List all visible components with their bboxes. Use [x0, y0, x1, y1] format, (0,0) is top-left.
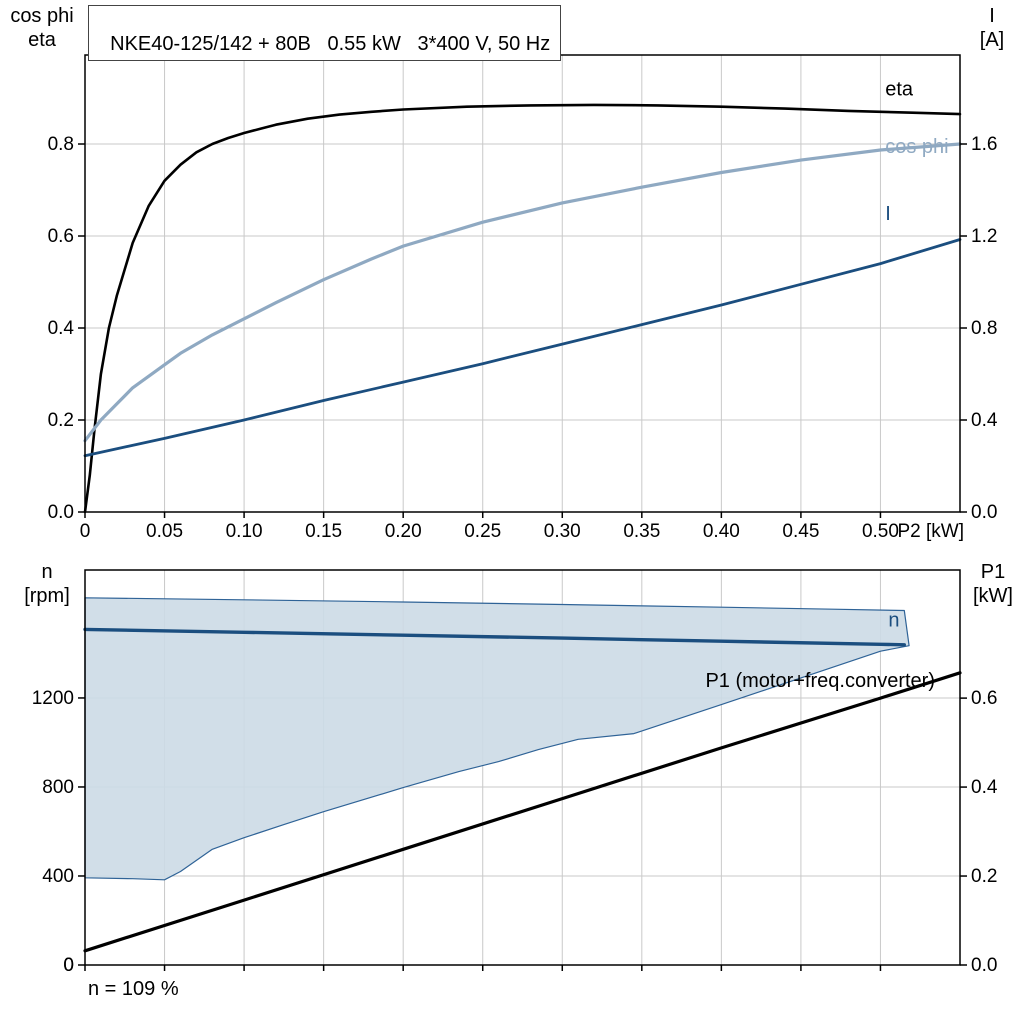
x-tick-label: 0 [80, 521, 91, 542]
top-right-axis-line2: [A] [979, 29, 1005, 51]
chart-title-box: NKE40-125/142 + 80B 0.55 kW 3*400 V, 50 … [88, 5, 562, 61]
right-tick-label: 0.0 [971, 955, 997, 976]
left-tick-label: 0.0 [48, 502, 74, 523]
right-tick-label: 0.0 [971, 502, 997, 523]
plot-frame [84, 54, 961, 513]
p1-curve [83, 671, 962, 953]
right-tick-label: 1.6 [971, 134, 997, 155]
x-tick-label: 0.50 [862, 521, 899, 542]
top-right-axis-line1: I [989, 5, 995, 27]
left-tick-label: 1200 [32, 688, 74, 709]
left-tick-label: 0.8 [48, 134, 74, 155]
right-tick-label: 0.4 [971, 777, 998, 798]
chart-title: NKE40-125/142 + 80B 0.55 kW 3*400 V, 50 … [110, 33, 551, 55]
x-tick-label: 0.25 [464, 521, 501, 542]
bottom-left-axis-title: n [rpm] [14, 560, 80, 608]
left-tick-label: 0 [63, 955, 74, 976]
left-tick-label: 0.4 [48, 318, 75, 339]
x-tick-label: 0.40 [703, 521, 740, 542]
p1-label: P1 (motor+freq.converter) [705, 670, 935, 692]
bottom-left-axis-line2: [rpm] [24, 585, 70, 607]
left-tick-label: 400 [42, 866, 74, 887]
x-tick-label: 0.10 [226, 521, 263, 542]
x-tick-label: 0.45 [782, 521, 819, 542]
x-axis-label: P2 [kW] [897, 521, 964, 542]
right-tick-label: 0.2 [971, 866, 997, 887]
x-tick-label: 0.15 [305, 521, 342, 542]
bottom-right-axis-line2: [kW] [973, 585, 1013, 607]
speed-percent-note: n = 109 % [88, 978, 179, 1000]
x-tick-label: 0.20 [385, 521, 422, 542]
top-right-axis-title: I [A] [966, 4, 1018, 52]
current-label: I [885, 203, 891, 225]
left-tick-label: 0.2 [48, 410, 74, 431]
motor-chart: 0 0.05 0.10 0.15 0.20 0.25 0.30 0.35 0.40 0.45 0.5… [48, 54, 998, 542]
left-tick-label: 800 [42, 777, 74, 798]
left-tick-label: 0.6 [48, 226, 74, 247]
bottom-right-axis-line1: P1 [980, 561, 1006, 583]
speed-label: n [888, 610, 899, 632]
top-left-axis-line1: cos phi [10, 5, 74, 27]
top-left-axis-line2: eta [28, 29, 56, 51]
right-tick-label: 0.6 [971, 688, 997, 709]
speed-control-envelope [84, 597, 910, 881]
eta-curve [83, 103, 962, 514]
top-left-axis-title: cos phi eta [4, 4, 80, 52]
bottom-right-axis-title: P1 [kW] [964, 560, 1022, 608]
cos-phi-label: cos phi [885, 136, 948, 158]
left-tick-label: 0 [63, 955, 74, 976]
eta-label: eta [885, 79, 914, 101]
right-tick-label: 0.8 [971, 318, 997, 339]
x-tick-label: 0.35 [623, 521, 660, 542]
right-tick-label: 0.4 [971, 410, 998, 431]
bottom-left-axis-line1: n [41, 561, 53, 583]
current-curve [83, 238, 962, 458]
x-tick-label: 0.05 [146, 521, 183, 542]
x-tick-label: 0.30 [544, 521, 581, 542]
right-tick-label: 1.2 [971, 226, 997, 247]
cos-phi-curve [83, 142, 962, 443]
speed-curve [83, 627, 906, 647]
plot-frame [84, 569, 961, 966]
